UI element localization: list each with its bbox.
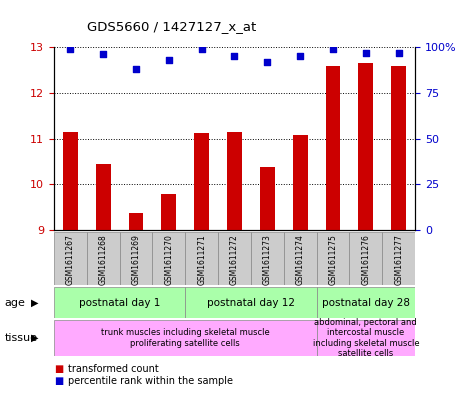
Bar bbox=[120, 232, 152, 285]
Bar bbox=[54, 320, 317, 356]
Text: age: age bbox=[5, 298, 26, 308]
Text: postnatal day 12: postnatal day 12 bbox=[207, 298, 295, 308]
Bar bbox=[54, 232, 87, 285]
Text: GSM1611270: GSM1611270 bbox=[164, 234, 174, 285]
Bar bbox=[87, 232, 120, 285]
Bar bbox=[349, 232, 382, 285]
Text: ▶: ▶ bbox=[31, 333, 39, 343]
Bar bbox=[161, 194, 176, 230]
Text: postnatal day 1: postnatal day 1 bbox=[79, 298, 160, 308]
Text: ▶: ▶ bbox=[31, 298, 39, 308]
Text: GSM1611276: GSM1611276 bbox=[361, 234, 371, 285]
Bar bbox=[185, 287, 317, 318]
Text: GSM1611271: GSM1611271 bbox=[197, 234, 206, 285]
Text: GSM1611269: GSM1611269 bbox=[131, 234, 141, 285]
Bar bbox=[382, 232, 415, 285]
Bar bbox=[358, 63, 373, 230]
Text: abdominal, pectoral and
intercostal muscle
including skeletal muscle
satellite c: abdominal, pectoral and intercostal musc… bbox=[312, 318, 419, 358]
Point bbox=[264, 59, 271, 65]
Bar bbox=[325, 66, 340, 230]
Text: ■: ■ bbox=[54, 376, 63, 386]
Point bbox=[362, 50, 370, 56]
Text: GSM1611272: GSM1611272 bbox=[230, 234, 239, 285]
Bar bbox=[194, 132, 209, 230]
Bar bbox=[129, 213, 144, 230]
Text: tissue: tissue bbox=[5, 333, 38, 343]
Text: postnatal day 28: postnatal day 28 bbox=[322, 298, 410, 308]
Bar bbox=[293, 135, 308, 230]
Point bbox=[198, 46, 205, 52]
Point bbox=[231, 53, 238, 59]
Text: transformed count: transformed count bbox=[68, 364, 159, 374]
Bar bbox=[251, 232, 284, 285]
Bar bbox=[54, 287, 185, 318]
Bar bbox=[218, 232, 251, 285]
Bar bbox=[284, 232, 317, 285]
Text: GSM1611277: GSM1611277 bbox=[394, 234, 403, 285]
Point bbox=[132, 66, 140, 72]
Bar bbox=[391, 66, 406, 230]
Bar bbox=[63, 132, 78, 230]
Bar bbox=[317, 232, 349, 285]
Point bbox=[329, 46, 337, 52]
Text: GSM1611267: GSM1611267 bbox=[66, 234, 75, 285]
Text: GDS5660 / 1427127_x_at: GDS5660 / 1427127_x_at bbox=[87, 20, 256, 33]
Bar bbox=[185, 232, 218, 285]
Bar bbox=[317, 287, 415, 318]
Text: GSM1611275: GSM1611275 bbox=[328, 234, 338, 285]
Point bbox=[99, 51, 107, 58]
Bar bbox=[317, 320, 415, 356]
Text: ■: ■ bbox=[54, 364, 63, 374]
Point bbox=[296, 53, 304, 59]
Point bbox=[67, 46, 74, 52]
Point bbox=[165, 57, 173, 63]
Point bbox=[395, 50, 402, 56]
Text: trunk muscles including skeletal muscle
proliferating satellite cells: trunk muscles including skeletal muscle … bbox=[101, 328, 270, 348]
Bar bbox=[227, 132, 242, 230]
Text: percentile rank within the sample: percentile rank within the sample bbox=[68, 376, 233, 386]
Bar bbox=[152, 232, 185, 285]
Text: GSM1611274: GSM1611274 bbox=[295, 234, 305, 285]
Text: GSM1611273: GSM1611273 bbox=[263, 234, 272, 285]
Bar bbox=[96, 163, 111, 230]
Text: GSM1611268: GSM1611268 bbox=[98, 234, 108, 285]
Bar bbox=[260, 167, 275, 230]
